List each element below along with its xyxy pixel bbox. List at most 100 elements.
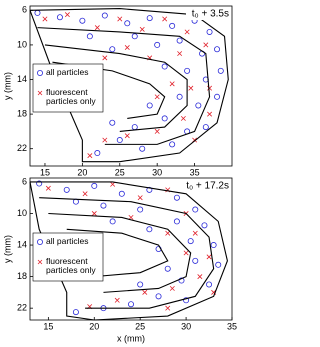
y-axis-label: y (mm) <box>2 72 12 100</box>
point <box>146 186 153 193</box>
point <box>173 218 180 225</box>
point <box>206 28 213 35</box>
y-axis-label: y (mm) <box>2 235 12 263</box>
legend-label: fluorescent particles only <box>46 257 96 275</box>
point <box>202 124 209 131</box>
point <box>110 181 116 187</box>
point <box>177 51 183 57</box>
point <box>165 230 171 236</box>
boundary-line <box>29 181 228 321</box>
point <box>169 81 175 87</box>
point <box>42 16 48 22</box>
point <box>45 185 51 191</box>
boundary-line <box>44 44 188 132</box>
point <box>64 12 70 18</box>
legend-label: all particles <box>46 68 89 77</box>
x-axis-label: x (mm) <box>117 333 145 343</box>
y-tick-label: 14 <box>17 74 27 84</box>
point <box>192 206 199 213</box>
point <box>214 93 221 100</box>
legend-label: all particles <box>46 237 89 246</box>
point <box>124 133 130 139</box>
legend-marker <box>37 238 44 245</box>
plot-frame <box>29 177 233 321</box>
point <box>162 16 168 22</box>
point <box>124 20 131 27</box>
legend-box <box>32 232 104 282</box>
point <box>173 194 180 201</box>
point <box>184 67 191 74</box>
point <box>124 45 130 50</box>
point <box>137 195 143 201</box>
point <box>214 46 221 53</box>
point <box>146 15 153 22</box>
time-annotation: t₀ + 17.2s <box>186 181 229 192</box>
point <box>131 33 138 40</box>
point <box>94 25 100 31</box>
plot-frame <box>29 5 233 167</box>
panel: 15 20 25 30 35 6 10 14 18 22 y (mm) x (mm) t₀ + 17.2… <box>2 176 237 343</box>
point <box>206 281 213 288</box>
legend-marker <box>37 70 44 77</box>
y-tick-label: 10 <box>17 208 27 218</box>
point <box>109 218 116 225</box>
point <box>118 190 125 197</box>
point <box>165 305 171 311</box>
legend-entry: all particles <box>46 237 89 246</box>
point <box>142 289 148 295</box>
point <box>207 85 213 91</box>
point <box>109 46 116 53</box>
point <box>195 102 202 109</box>
point <box>176 37 183 44</box>
x-tick-label: 30 <box>152 167 162 177</box>
point <box>161 63 168 70</box>
point <box>192 230 198 236</box>
point <box>192 257 199 264</box>
x-tick-label: 25 <box>115 167 125 177</box>
y-tick-label: 22 <box>17 303 27 313</box>
legend-label: fluorescent particles only <box>46 88 96 106</box>
annotation-bg <box>186 179 231 192</box>
point <box>155 293 162 300</box>
point <box>114 297 120 303</box>
x-tick-label: 35 <box>227 321 237 331</box>
boundary-line <box>48 212 192 293</box>
y-tick-label: 14 <box>17 239 27 249</box>
point <box>164 265 171 272</box>
x-tick-label: 25 <box>135 321 145 331</box>
x-tick-label: 20 <box>77 167 87 177</box>
x-tick-label: 30 <box>181 321 191 331</box>
point <box>154 128 160 134</box>
boundary-line <box>29 8 229 163</box>
point <box>201 222 208 229</box>
point <box>169 285 175 291</box>
x-tick-label: 35 <box>190 167 200 177</box>
point <box>109 119 116 126</box>
figure: 15 20 25 30 35 6 10 14 18 22 y (mm) t₀ + 3.5s all pa… <box>2 5 237 344</box>
legend-entry: fluorescent particles only <box>46 257 96 275</box>
point <box>184 29 190 35</box>
x-tick-label: 15 <box>40 167 50 177</box>
point <box>197 274 203 280</box>
legend-box <box>32 63 104 113</box>
point <box>180 115 186 121</box>
point <box>117 16 123 22</box>
point <box>187 238 194 245</box>
y-tick-label: 18 <box>17 271 27 281</box>
point <box>154 94 160 100</box>
point <box>86 33 93 40</box>
y-tick-label: 18 <box>17 108 27 118</box>
point <box>178 277 185 284</box>
point <box>188 85 194 91</box>
point <box>139 26 145 32</box>
point <box>36 180 43 187</box>
boundary-line <box>39 197 215 309</box>
point <box>207 111 213 117</box>
point <box>215 261 222 268</box>
point <box>139 145 146 152</box>
legend-marker <box>37 259 43 265</box>
point <box>131 124 138 131</box>
boundary-line <box>37 27 211 145</box>
y-tick-label: 10 <box>17 39 27 49</box>
boundary-line <box>66 228 169 278</box>
